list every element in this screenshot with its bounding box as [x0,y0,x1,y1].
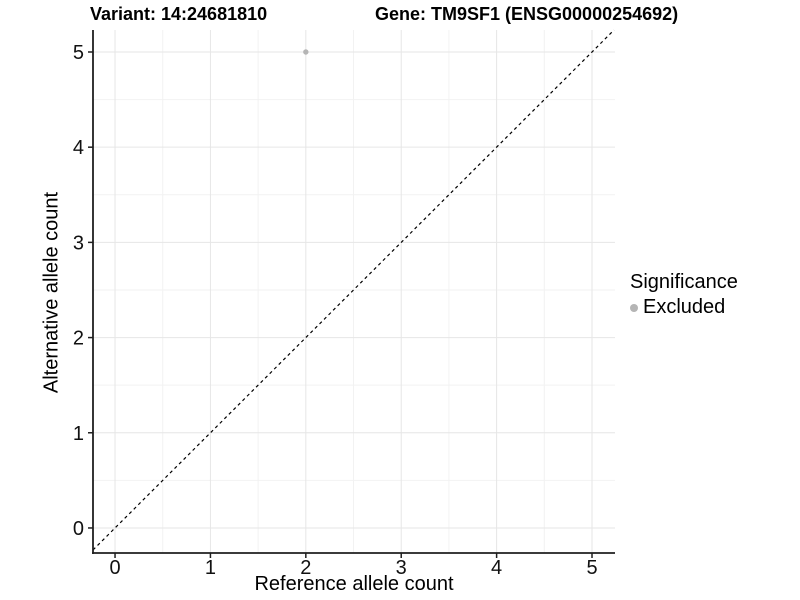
x-tick-label: 1 [205,557,216,579]
legend-point-icon [630,303,638,312]
y-tick-label: 0 [73,518,84,540]
identity-reference-line [92,29,615,551]
y-tick-label: 3 [73,232,84,254]
x-tick-label: 4 [491,557,502,579]
y-tick-label: 2 [73,328,84,350]
y-tick-label: 1 [73,423,84,445]
legend-title: Significance [630,271,738,293]
legend-entry: Excluded [630,296,738,319]
legend-entry-label: Excluded [643,296,726,318]
x-axis-title: Reference allele count [254,573,454,595]
data-point [303,49,309,55]
y-tick-label: 5 [73,42,84,64]
x-tick-label: 5 [586,557,597,579]
x-tick-label: 0 [109,557,120,579]
x-tick-label: 2 [300,557,311,579]
plot-title-gene: Gene: TM9SF1 (ENSG00000254692) [375,4,679,24]
legend: Significance Excluded [630,271,738,319]
y-tick-label: 4 [73,137,84,159]
x-tick-label: 3 [396,557,407,579]
plot-title-variant: Variant: 14:24681810 [90,4,268,24]
